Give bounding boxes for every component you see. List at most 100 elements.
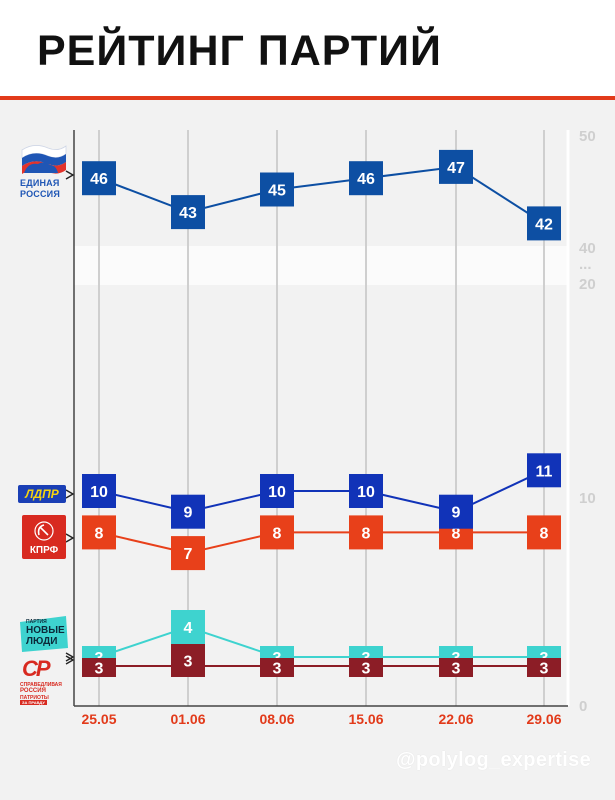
ldpr-point-5 [527,453,561,488]
ldpr-value-label: 9 [184,505,193,522]
vertical-gridlines [98,130,545,706]
sr-logo-line2: РОССИЯ [20,688,46,694]
x-tick-label: 22.06 [438,711,473,727]
kprf-point-0 [82,515,116,550]
nl-logo-line1: НОВЫЕ [26,625,65,636]
x-tick-label: 29.06 [526,711,561,727]
sr-logo-mark: СР [22,656,51,681]
y-tick-label: 40 [579,240,596,257]
er-logo-line1: ЕДИНАЯ [20,178,60,188]
legend-pointer-3 [65,652,75,662]
legend-pointers [65,170,75,665]
page-title: РЕЙТИНГ ПАРТИЙ [37,27,442,75]
er-point-4 [439,149,473,184]
logo-novye-lyudi: ПАРТИЯ НОВЫЕ ЛЮДИ [18,614,70,654]
title-underline [0,96,615,100]
sr-value-label: 3 [362,661,371,678]
sr-point-5 [527,658,561,677]
y-tick-label: 20 [579,276,596,293]
y-tick-label: 10 [579,490,596,507]
kprf-value-label: 7 [184,546,193,563]
header: РЕЙТИНГ ПАРТИЙ [0,0,615,98]
x-tick-label: 01.06 [170,711,205,727]
ldpr-point-1 [171,494,205,529]
er-point-5 [527,206,561,241]
x-axis-ticks: 25.05 01.06 08.06 15.06 22.06 29.06 [81,711,561,727]
sr-point-4 [439,658,473,677]
ldpr-value-label: 11 [536,463,553,480]
bear-flag-icon [21,145,67,174]
legend-pointer-2 [65,533,75,543]
kprf-value-label: 8 [362,525,371,542]
kprf-logo-text: КПРФ [29,545,59,556]
sr-value-label: 3 [273,661,282,678]
er-point-3 [349,161,383,196]
sr-value-label: 3 [540,661,549,678]
ldpr-logo-text: ЛДПР [25,487,59,501]
kprf-point-1 [171,536,205,571]
ldpr-point-0 [82,474,116,508]
hammer-sickle-icon [34,521,54,541]
series-layer: 3433333333338788881091010911464345464742 [82,149,561,678]
ldpr-point-2 [260,474,294,508]
x-tick-label: 25.05 [81,711,116,727]
legend-pointer-0 [65,170,75,180]
kprf-point-5 [527,515,561,550]
y-tick-label: ... [579,256,592,273]
kprf-point-3 [349,515,383,550]
kprf-series-line [98,531,544,555]
logo-kprf: КПРФ [22,515,66,559]
sr-logo-line4: ЗА ПРАВДУ [20,700,47,705]
kprf-value-label: 8 [452,525,461,542]
kprf-point-2 [260,515,294,550]
y-tick-label: 0 [579,698,587,715]
sr-logo-line3: ПАТРИОТЫ [20,695,49,701]
ldpr-value-label: 10 [90,484,108,501]
x-tick-label: 15.06 [348,711,383,727]
x-tick-label: 08.06 [259,711,294,727]
novye_lyudi-series-line [98,625,544,658]
watermark-handle: @polylog_expertise [396,749,591,771]
axis-break-band [74,246,568,285]
nl-logo-line2: ЛЮДИ [26,636,58,647]
kprf-value-label: 8 [273,525,282,542]
logo-edinaya-rossiya: ЕДИНАЯ РОССИЯ [18,140,70,202]
ldpr-value-label: 10 [268,484,286,501]
sr-value-label: 3 [452,661,461,678]
sr-point-3 [349,658,383,677]
er-value-label: 45 [268,183,286,200]
sr-point-2 [260,658,294,677]
er-value-label: 46 [90,171,108,188]
kprf-value-label: 8 [540,525,549,542]
er-value-label: 46 [357,171,375,188]
er-point-1 [171,195,205,230]
er-series-line [98,165,545,225]
ldpr-value-label: 10 [357,484,375,501]
er-point-0 [82,161,116,196]
er-value-label: 43 [179,205,197,222]
novye-lyudi-shape-icon [20,616,68,652]
novye_lyudi-point-1 [171,610,205,644]
logo-ldpr: ЛДПР [18,485,66,503]
legend-pointer-1 [65,489,75,499]
er-point-2 [260,172,294,207]
logo-spravedlivaya-rossiya: СР СПРАВЕДЛИВАЯ РОССИЯ ПАТРИОТЫ ЗА ПРАВД… [18,656,72,706]
sr-logo-line1: СПРАВЕДЛИВАЯ [20,682,62,688]
novye_lyudi-value-label: 4 [184,620,193,637]
kprf-value-label: 8 [95,525,104,542]
legend-pointer-4 [65,655,75,665]
nl-logo-small: ПАРТИЯ [26,619,47,625]
ldpr-point-4 [439,494,473,529]
sr-value-label: 3 [184,654,193,671]
y-tick-label: 50 [579,128,596,145]
er-value-label: 42 [535,216,553,233]
y-axis-ticks: 50 40... 20 10 0 [579,128,596,715]
ldpr-point-3 [349,474,383,508]
ldpr-series-line [98,469,545,513]
er-logo-line2: РОССИЯ [20,189,61,199]
sr-point-1 [171,644,205,677]
sr-point-0 [82,658,116,677]
ldpr-value-label: 9 [452,505,461,522]
sr-value-label: 3 [95,661,104,678]
